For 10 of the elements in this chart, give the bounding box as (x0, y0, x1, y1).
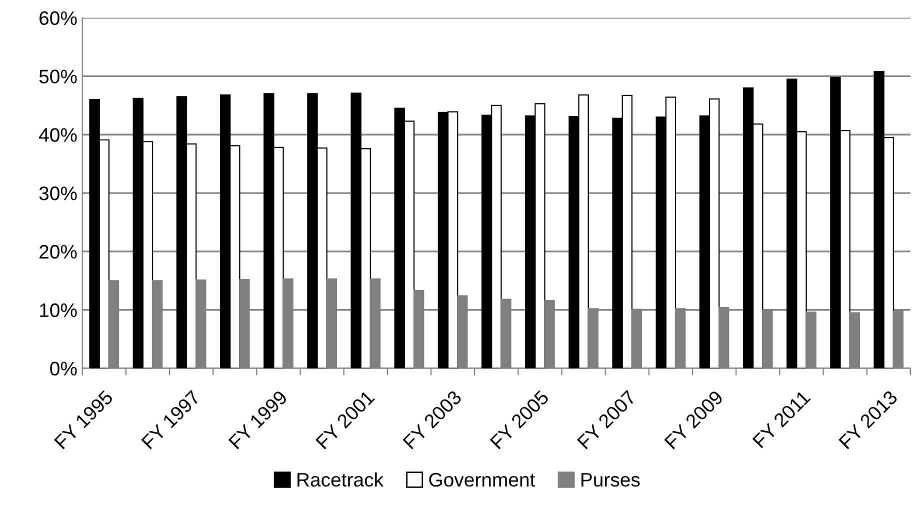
y-tick-label: 10% (40, 303, 77, 318)
legend-label: Racetrack (298, 472, 384, 487)
y-tick-label: 20% (40, 244, 77, 259)
y-tick-label: 50% (39, 70, 77, 84)
legend-label: Purses (582, 473, 640, 487)
legend-label: Government (429, 472, 536, 487)
y-tick-label: 40% (39, 128, 77, 142)
y-tick-label: 60% (40, 11, 77, 26)
y-tick-label: 0% (50, 362, 77, 376)
y-tick-label: 30% (39, 186, 77, 200)
